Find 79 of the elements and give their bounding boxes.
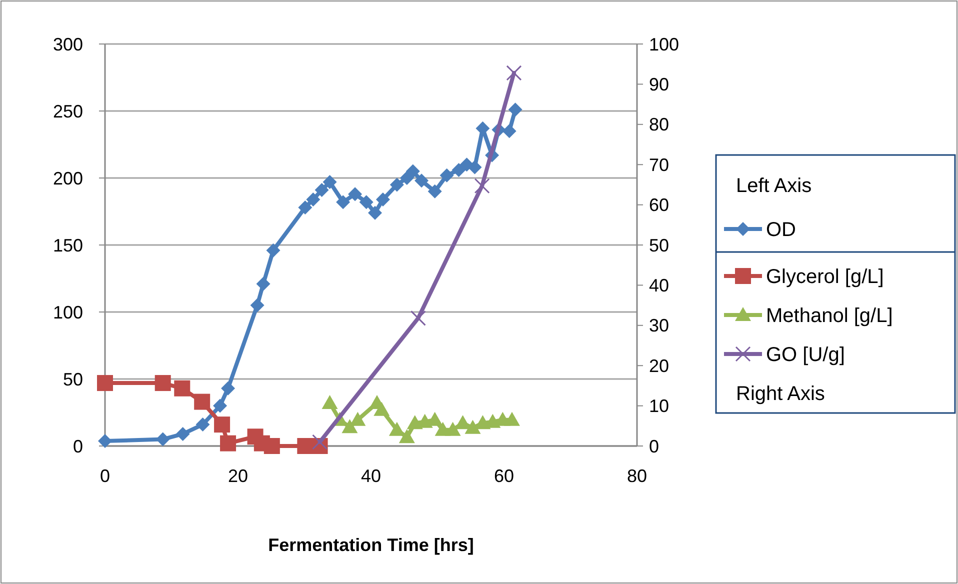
point bbox=[314, 183, 329, 198]
point bbox=[474, 178, 490, 194]
legend-label: OD bbox=[766, 219, 796, 241]
point bbox=[176, 426, 190, 441]
point bbox=[452, 162, 466, 177]
point bbox=[250, 298, 264, 312]
point bbox=[342, 419, 358, 434]
point bbox=[376, 192, 390, 206]
legend-label: Glycerol [g/L] bbox=[766, 266, 884, 288]
point bbox=[98, 434, 112, 448]
point bbox=[406, 164, 420, 178]
point bbox=[508, 102, 522, 117]
point bbox=[348, 187, 362, 202]
y-tick-label: 0 bbox=[72, 436, 83, 456]
y-tick-label: 150 bbox=[52, 235, 83, 256]
point bbox=[264, 438, 280, 454]
point bbox=[221, 381, 236, 396]
point bbox=[440, 168, 454, 182]
point bbox=[196, 418, 210, 432]
point bbox=[154, 375, 171, 392]
y2-tick-label: 100 bbox=[649, 34, 680, 54]
point bbox=[414, 174, 429, 188]
point bbox=[298, 200, 312, 214]
point bbox=[194, 394, 210, 410]
y-tick-label: 250 bbox=[52, 101, 83, 122]
y2-tick-label: 90 bbox=[649, 74, 670, 94]
legend-label: Methanol [g/L] bbox=[766, 305, 893, 327]
legend-label: GO [U/g] bbox=[766, 344, 845, 366]
point bbox=[504, 412, 520, 426]
point bbox=[220, 435, 236, 452]
y2-tick-label: 60 bbox=[649, 195, 670, 216]
point bbox=[336, 195, 350, 210]
point bbox=[400, 171, 414, 185]
point bbox=[506, 65, 522, 81]
point bbox=[428, 184, 442, 198]
y2-tick-label: 20 bbox=[649, 356, 670, 376]
point bbox=[322, 394, 338, 409]
x-axis-title: Fermentation Time [hrs] bbox=[268, 535, 474, 555]
x-tick-label: 60 bbox=[494, 466, 514, 486]
text: Right Axis bbox=[736, 383, 825, 405]
y2-tick-label: 70 bbox=[649, 154, 670, 175]
point bbox=[156, 432, 170, 446]
point bbox=[468, 160, 482, 174]
y2-tick-label: 80 bbox=[649, 114, 670, 135]
y-tick-label: 300 bbox=[52, 34, 83, 54]
x-tick-label: 40 bbox=[360, 466, 382, 486]
point bbox=[444, 422, 461, 436]
point bbox=[306, 192, 320, 206]
point bbox=[410, 310, 426, 326]
y2-tick-label: 50 bbox=[649, 235, 670, 256]
point bbox=[359, 195, 374, 210]
y2-tick-label: 40 bbox=[649, 276, 670, 296]
point bbox=[97, 375, 113, 392]
point bbox=[502, 124, 516, 138]
point bbox=[398, 429, 415, 444]
point bbox=[388, 422, 405, 436]
y2-tick-label: 0 bbox=[649, 436, 660, 456]
point bbox=[368, 206, 382, 220]
point bbox=[214, 416, 230, 433]
point bbox=[350, 412, 366, 426]
point bbox=[312, 434, 328, 450]
point bbox=[322, 175, 337, 190]
x-tick-label: 20 bbox=[228, 466, 248, 486]
y2-tick-label: 30 bbox=[649, 316, 670, 336]
y2-tick-label: 10 bbox=[649, 396, 670, 416]
point bbox=[464, 420, 481, 434]
point bbox=[390, 178, 404, 192]
legend-title: Left Axis bbox=[736, 175, 812, 197]
y-tick-label: 50 bbox=[62, 369, 83, 390]
point bbox=[266, 243, 280, 258]
y-tick-label: 200 bbox=[52, 168, 83, 188]
x-tick-label: 80 bbox=[626, 466, 648, 486]
point bbox=[256, 276, 270, 291]
point bbox=[297, 438, 314, 454]
point bbox=[374, 402, 390, 416]
y-tick-label: 100 bbox=[52, 302, 83, 322]
point bbox=[213, 398, 228, 413]
x-tick-label: 0 bbox=[100, 466, 110, 486]
point bbox=[174, 380, 190, 396]
